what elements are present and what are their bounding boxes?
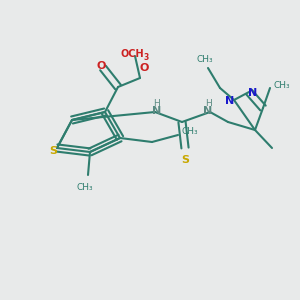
Text: H: H [154,100,160,109]
Text: N: N [152,106,162,116]
Text: H: H [205,100,212,109]
Text: 3: 3 [143,53,148,62]
Text: CH₃: CH₃ [77,183,93,192]
Text: N: N [248,88,258,98]
Text: S: S [181,155,189,165]
Text: N: N [225,96,235,106]
Text: CH₃: CH₃ [274,80,291,89]
Text: OCH: OCH [120,49,144,59]
Text: O: O [139,63,149,73]
Text: N: N [203,106,213,116]
Text: CH₃: CH₃ [181,127,198,136]
Text: CH₃: CH₃ [197,55,213,64]
Text: O: O [96,61,106,71]
Text: S: S [49,146,57,156]
